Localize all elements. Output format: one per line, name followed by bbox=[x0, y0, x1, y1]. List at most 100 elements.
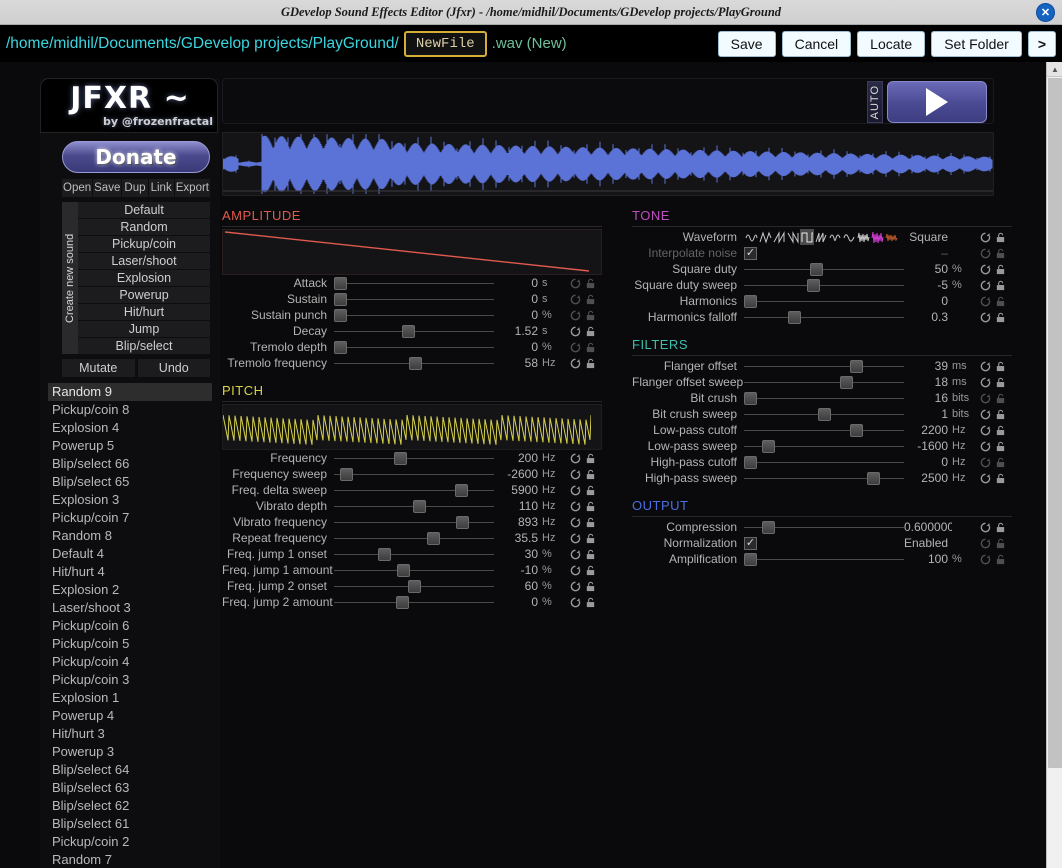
parameter-slider[interactable] bbox=[744, 277, 904, 293]
parameter-slider[interactable] bbox=[334, 450, 494, 466]
lock-open-icon[interactable] bbox=[583, 342, 598, 353]
parameter-slider[interactable] bbox=[744, 470, 904, 486]
list-item[interactable]: Random 9 bbox=[48, 383, 212, 401]
reset-icon[interactable] bbox=[568, 278, 583, 289]
waveform-breaker-icon[interactable] bbox=[842, 229, 856, 245]
list-item[interactable]: Blip/select 66 bbox=[52, 456, 130, 471]
filename-input[interactable]: NewFile bbox=[403, 30, 487, 57]
reset-icon[interactable] bbox=[978, 296, 993, 307]
waveform-triangle-icon[interactable] bbox=[758, 229, 772, 245]
preset-pickup-coin[interactable]: Pickup/coin bbox=[78, 236, 210, 252]
parameter-slider[interactable] bbox=[744, 358, 904, 374]
lock-open-icon[interactable] bbox=[583, 597, 598, 608]
reset-icon[interactable] bbox=[568, 597, 583, 608]
compression-slider[interactable] bbox=[744, 519, 904, 535]
parameter-slider[interactable] bbox=[334, 466, 494, 482]
preset-hit-hurt[interactable]: Hit/hurt bbox=[78, 304, 210, 320]
parameter-slider[interactable] bbox=[334, 307, 494, 323]
reset-icon[interactable] bbox=[568, 342, 583, 353]
donate-button[interactable]: Donate bbox=[62, 141, 210, 173]
parameter-slider[interactable] bbox=[334, 530, 494, 546]
mutate-button[interactable]: Mutate bbox=[62, 359, 135, 377]
parameter-slider[interactable] bbox=[334, 578, 494, 594]
lock-open-icon[interactable] bbox=[583, 485, 598, 496]
list-item[interactable]: Default 4 bbox=[52, 546, 105, 561]
reset-icon[interactable] bbox=[978, 280, 993, 291]
list-item[interactable]: Random 8 bbox=[52, 528, 112, 543]
reset-icon[interactable] bbox=[568, 549, 583, 560]
lock-open-icon[interactable] bbox=[993, 522, 1008, 533]
close-icon[interactable]: ✕ bbox=[1037, 4, 1054, 21]
parameter-slider[interactable] bbox=[744, 390, 904, 406]
lock-open-icon[interactable] bbox=[583, 565, 598, 576]
reset-icon[interactable] bbox=[978, 264, 993, 275]
list-item[interactable]: Pickup/coin 6 bbox=[52, 618, 130, 633]
lock-open-icon[interactable] bbox=[583, 310, 598, 321]
list-item[interactable]: Random 7 bbox=[52, 852, 112, 867]
lock-open-icon[interactable] bbox=[583, 278, 598, 289]
lock-open-icon[interactable] bbox=[583, 469, 598, 480]
waveform-ramp-icon[interactable] bbox=[786, 229, 800, 245]
undo-button[interactable]: Undo bbox=[137, 359, 210, 377]
list-item[interactable]: Explosion 4 bbox=[52, 420, 120, 435]
dup-button[interactable]: Dup bbox=[122, 179, 148, 197]
reset-icon[interactable] bbox=[568, 533, 583, 544]
lock-open-icon[interactable] bbox=[583, 326, 598, 337]
list-item[interactable]: Blip/select 62 bbox=[52, 798, 130, 813]
reset-icon[interactable] bbox=[978, 312, 993, 323]
lock-open-icon[interactable] bbox=[993, 377, 1008, 388]
lock-open-icon[interactable] bbox=[993, 232, 1008, 243]
parameter-slider[interactable] bbox=[744, 406, 904, 422]
lock-open-icon[interactable] bbox=[583, 581, 598, 592]
preset-jump[interactable]: Jump bbox=[78, 321, 210, 337]
reset-icon[interactable] bbox=[568, 358, 583, 369]
reset-icon[interactable] bbox=[568, 581, 583, 592]
list-item[interactable]: Explosion 1 bbox=[52, 690, 120, 705]
lock-open-icon[interactable] bbox=[993, 538, 1008, 549]
reset-icon[interactable] bbox=[568, 469, 583, 480]
parameter-slider[interactable] bbox=[744, 374, 904, 390]
lock-open-icon[interactable] bbox=[993, 473, 1008, 484]
preset-explosion[interactable]: Explosion bbox=[78, 270, 210, 286]
list-item[interactable]: Pickup/coin 4 bbox=[52, 654, 130, 669]
play-button[interactable] bbox=[887, 81, 987, 123]
parameter-slider[interactable] bbox=[334, 546, 494, 562]
parameter-slider[interactable] bbox=[744, 454, 904, 470]
reset-icon[interactable] bbox=[978, 441, 993, 452]
waveform-brown-noise-icon[interactable] bbox=[884, 229, 898, 245]
parameter-slider[interactable] bbox=[334, 594, 494, 610]
lock-open-icon[interactable] bbox=[993, 409, 1008, 420]
parameter-slider[interactable] bbox=[744, 422, 904, 438]
scrollbar-thumb[interactable] bbox=[1048, 78, 1062, 768]
parameter-slider[interactable] bbox=[334, 323, 494, 339]
list-item[interactable]: Powerup 4 bbox=[52, 708, 115, 723]
set-folder-button[interactable]: Set Folder bbox=[931, 30, 1022, 57]
list-item[interactable]: Pickup/coin 5 bbox=[52, 636, 130, 651]
waveform-white-noise-icon[interactable] bbox=[856, 229, 870, 245]
lock-open-icon[interactable] bbox=[993, 264, 1008, 275]
reset-icon[interactable] bbox=[978, 409, 993, 420]
list-item[interactable]: Blip/select 63 bbox=[52, 780, 130, 795]
reset-icon[interactable] bbox=[568, 326, 583, 337]
preset-blip-select[interactable]: Blip/select bbox=[78, 338, 210, 354]
preset-powerup[interactable]: Powerup bbox=[78, 287, 210, 303]
list-item[interactable]: Pickup/coin 8 bbox=[52, 402, 130, 417]
normalization-checkbox[interactable]: ✓ bbox=[744, 536, 757, 550]
reset-icon[interactable] bbox=[978, 554, 993, 565]
reset-icon[interactable] bbox=[978, 522, 993, 533]
lock-open-icon[interactable] bbox=[583, 549, 598, 560]
reset-icon[interactable] bbox=[978, 377, 993, 388]
open-button[interactable]: Open bbox=[62, 179, 93, 197]
lock-open-icon[interactable] bbox=[583, 294, 598, 305]
reset-icon[interactable] bbox=[978, 473, 993, 484]
export-button[interactable]: Export bbox=[174, 179, 211, 197]
reset-icon[interactable] bbox=[568, 294, 583, 305]
reset-icon[interactable] bbox=[568, 501, 583, 512]
list-item[interactable]: Blip/select 64 bbox=[52, 762, 130, 777]
lock-open-icon[interactable] bbox=[993, 296, 1008, 307]
list-item[interactable]: Blip/select 65 bbox=[52, 474, 130, 489]
parameter-slider[interactable] bbox=[334, 291, 494, 307]
reset-icon[interactable] bbox=[978, 248, 993, 259]
preset-default[interactable]: Default bbox=[78, 202, 210, 218]
reset-icon[interactable] bbox=[568, 453, 583, 464]
